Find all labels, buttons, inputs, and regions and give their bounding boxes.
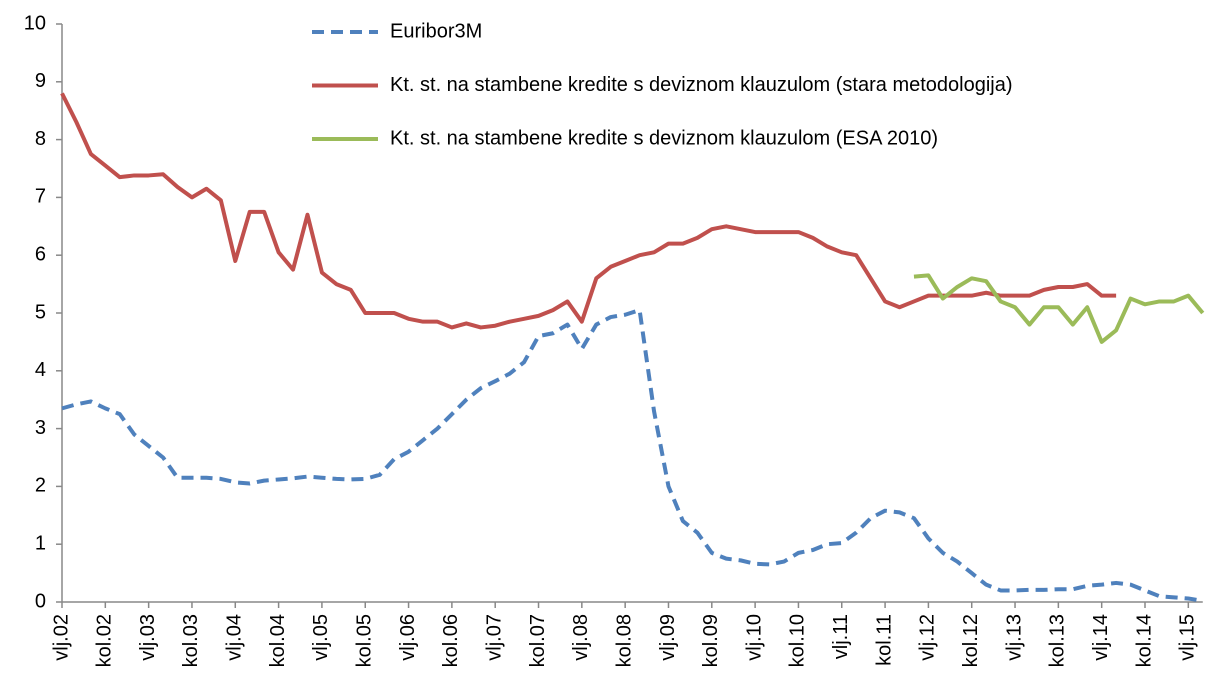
y-tick-label: 0: [35, 590, 46, 612]
x-tick-label: kol.13: [1047, 614, 1069, 667]
y-tick-label: 3: [35, 417, 46, 439]
x-tick-label: kol.14: [1133, 614, 1155, 667]
x-tick-label: vlj.12: [917, 614, 939, 661]
x-tick-label: kol.12: [960, 614, 982, 667]
y-tick-label: 2: [35, 475, 46, 497]
x-tick-label: vlj.02: [50, 614, 72, 661]
x-tick-label: kol.02: [94, 614, 116, 667]
x-tick-label: vlj.05: [310, 614, 332, 661]
x-tick-label: vlj.09: [657, 614, 679, 661]
x-tick-label: vlj.13: [1003, 614, 1025, 661]
y-tick-label: 8: [35, 128, 46, 150]
x-tick-label: kol.08: [613, 614, 635, 667]
x-tick-label: vlj.11: [830, 614, 852, 659]
x-tick-label: vlj.07: [483, 614, 505, 661]
legend-label: Kt. st. na stambene kredite s deviznom k…: [390, 74, 1013, 96]
series-line: [913, 273, 1205, 344]
x-tick-label: vlj.06: [397, 614, 419, 661]
x-tick-label: kol.03: [180, 614, 202, 667]
legend-label: Kt. st. na stambene kredite s deviznom k…: [390, 127, 938, 149]
x-tick-label: vlj.04: [224, 614, 246, 661]
x-tick-label: kol.10: [787, 614, 809, 667]
y-tick-label: 1: [35, 532, 46, 554]
x-tick-label: vlj.15: [1177, 614, 1199, 661]
x-tick-label: vlj.14: [1090, 614, 1112, 661]
x-tick-label: kol.04: [267, 614, 289, 667]
x-tick-label: vlj.10: [743, 614, 765, 661]
y-tick-label: 4: [35, 359, 46, 381]
y-tick-label: 7: [35, 186, 46, 208]
y-tick-label: 6: [35, 243, 46, 265]
x-tick-label: vlj.08: [570, 614, 592, 661]
x-tick-label: kol.11: [873, 614, 895, 666]
x-tick-label: kol.09: [700, 614, 722, 667]
x-tick-label: kol.05: [354, 614, 376, 667]
y-tick-label: 10: [24, 12, 46, 34]
series-line: [61, 308, 1204, 603]
y-tick-label: 9: [35, 70, 46, 92]
y-tick-label: 5: [35, 301, 46, 323]
x-tick-label: kol.06: [440, 614, 462, 667]
legend-label: Euribor3M: [390, 20, 482, 42]
x-tick-label: vlj.03: [137, 614, 159, 661]
x-tick-label: kol.07: [527, 614, 549, 667]
